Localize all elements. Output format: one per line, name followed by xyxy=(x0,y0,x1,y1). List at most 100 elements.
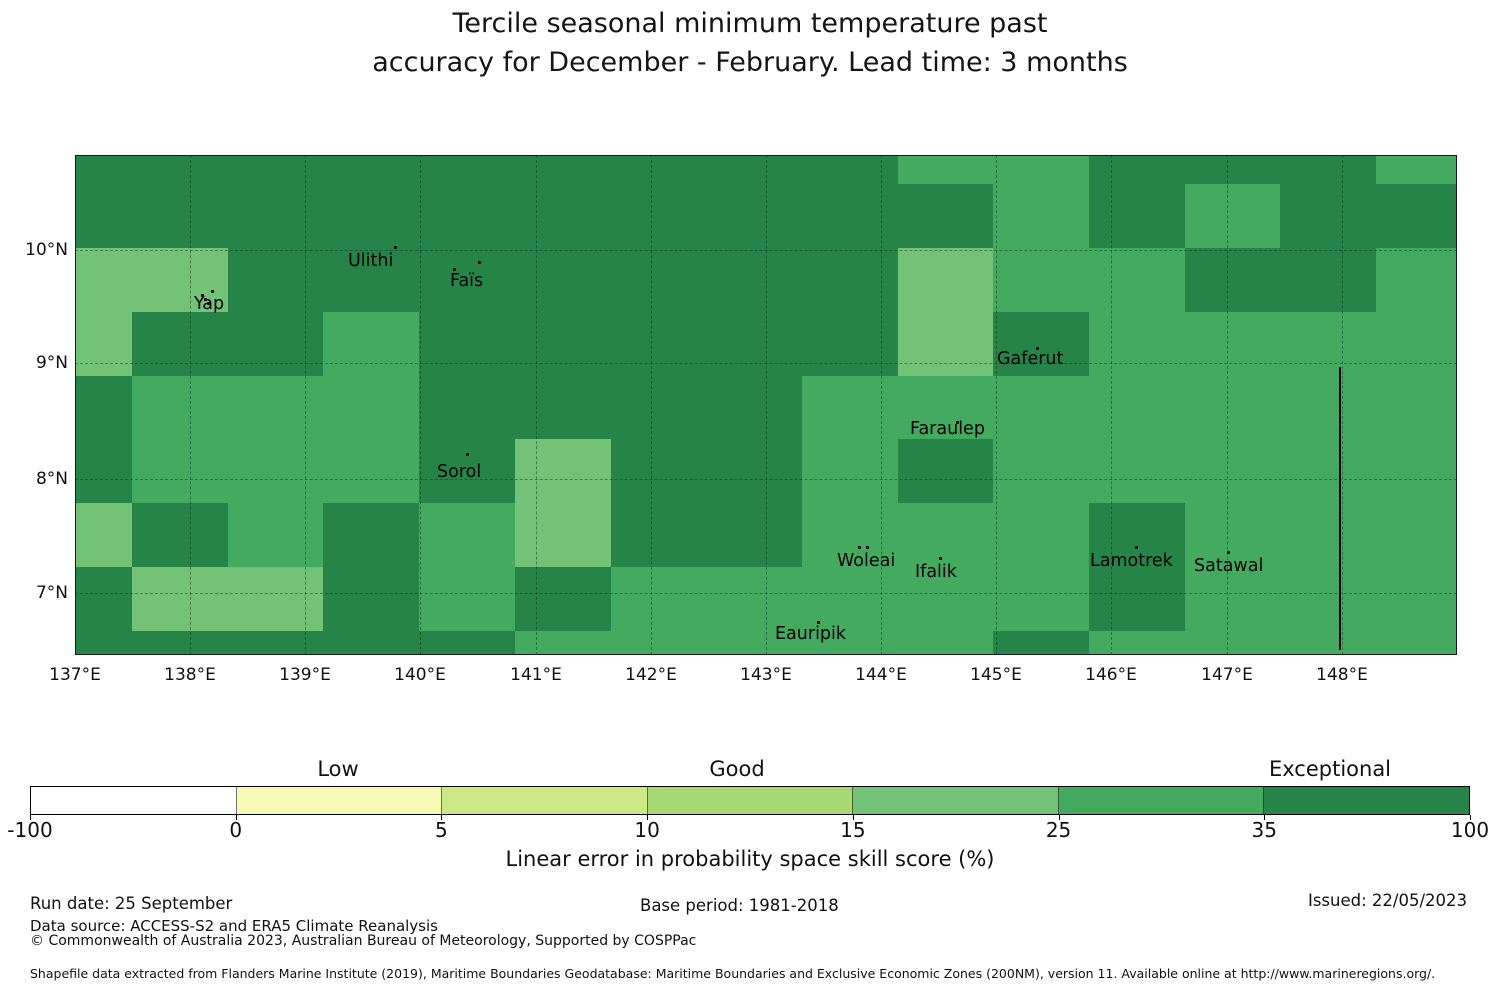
graticule-meridian xyxy=(766,155,767,655)
map-cell xyxy=(1376,312,1457,376)
shapefile-attribution-text: Shapefile data extracted from Flanders M… xyxy=(30,966,1436,981)
map-cell xyxy=(706,155,802,184)
island-marker-dot xyxy=(478,261,481,264)
map-cell xyxy=(515,248,611,312)
map-cell xyxy=(75,567,132,631)
map-cell xyxy=(611,312,706,376)
map-cell xyxy=(611,184,706,248)
map-cell xyxy=(611,248,706,312)
colorbar-segment xyxy=(1058,787,1265,814)
x-tick-label: 142°E xyxy=(625,665,677,685)
colorbar-tick-mark xyxy=(1058,815,1060,820)
island-label: Ulithi xyxy=(348,251,394,271)
map-cell xyxy=(515,312,611,376)
map-cell xyxy=(515,503,611,567)
graticule-parallel xyxy=(75,479,1457,480)
map-cell xyxy=(993,439,1089,503)
map-cell xyxy=(228,567,323,631)
island-marker-dot xyxy=(453,268,456,271)
x-tick-label: 137°E xyxy=(49,665,101,685)
colorbar-tick-mark xyxy=(441,815,443,820)
map-cell xyxy=(611,376,706,439)
map-cell xyxy=(515,567,611,631)
map-cell xyxy=(802,567,898,631)
colorbar-tick-label: 25 xyxy=(1045,818,1072,842)
map-cell xyxy=(132,184,228,248)
colorbar-segment xyxy=(31,787,237,814)
map-cell xyxy=(419,376,515,439)
chart-title: Tercile seasonal minimum temperature pas… xyxy=(0,4,1500,82)
map-cell xyxy=(1185,631,1280,655)
map-cell xyxy=(993,312,1089,376)
map-cell xyxy=(132,631,228,655)
island-marker-dot xyxy=(211,290,214,293)
map-cell xyxy=(419,439,515,503)
data-source-text: Data source: ACCESS-S2 and ERA5 Climate … xyxy=(30,917,438,935)
map-cell xyxy=(323,376,419,439)
island-marker-dot xyxy=(858,546,861,549)
map-cell xyxy=(611,503,706,567)
island-marker-dot xyxy=(201,294,204,297)
x-tick-label: 141°E xyxy=(510,665,562,685)
map-cell xyxy=(1376,631,1457,655)
colorbar-tick-label: 5 xyxy=(435,818,448,842)
colorbar-tick-label: -100 xyxy=(7,818,53,842)
map-cell xyxy=(75,631,132,655)
map-cell xyxy=(323,155,419,184)
map-cell xyxy=(898,376,993,439)
map-cell xyxy=(323,184,419,248)
map-cell xyxy=(75,439,132,503)
map-cell xyxy=(1376,184,1457,248)
map-cell xyxy=(802,248,898,312)
map-cell xyxy=(228,184,323,248)
map-cell xyxy=(1185,567,1280,631)
map-cell xyxy=(802,376,898,439)
copyright-text: © Commonwealth of Australia 2023, Austra… xyxy=(30,933,697,949)
map-cell xyxy=(1089,439,1185,503)
map-cell xyxy=(1089,376,1185,439)
map-cell xyxy=(515,155,611,184)
map-cell xyxy=(515,631,611,655)
colorbar-segment xyxy=(647,787,854,814)
graticule-meridian xyxy=(1111,155,1112,655)
colorbar-tick-mark xyxy=(30,815,31,820)
map-cell xyxy=(323,567,419,631)
map-cell xyxy=(323,312,419,376)
island-label: Faïs xyxy=(450,271,484,291)
graticule-meridian xyxy=(996,155,997,655)
map-cell xyxy=(706,184,802,248)
chart-title-line1: Tercile seasonal minimum temperature pas… xyxy=(452,8,1048,39)
map-cell xyxy=(993,376,1089,439)
map-cell xyxy=(1185,248,1280,312)
chart-title-line2: accuracy for December - February. Lead t… xyxy=(372,47,1128,78)
map-cell xyxy=(611,631,706,655)
colorbar xyxy=(30,786,1470,815)
x-tick-label: 138°E xyxy=(164,665,216,685)
map-cell xyxy=(75,248,132,312)
map-cell xyxy=(419,631,515,655)
graticule-parallel xyxy=(75,593,1457,594)
map-cell xyxy=(706,631,802,655)
map-cell xyxy=(75,184,132,248)
map-cell xyxy=(898,439,993,503)
colorbar-segment xyxy=(1264,787,1470,814)
map-cell xyxy=(228,248,323,312)
map-cell xyxy=(1280,567,1376,631)
map-cell xyxy=(993,567,1089,631)
map-cell xyxy=(1185,312,1280,376)
map-cell xyxy=(1089,567,1185,631)
map-cell xyxy=(802,503,898,567)
map-cell xyxy=(1376,376,1457,439)
island-marker-dot xyxy=(939,557,942,560)
map-cell xyxy=(515,439,611,503)
eez-boundary-line xyxy=(1339,367,1341,650)
map-cell xyxy=(1280,503,1376,567)
map-cell xyxy=(706,439,802,503)
island-marker-dot xyxy=(204,298,207,301)
map-border xyxy=(75,155,1457,655)
map-cell xyxy=(75,503,132,567)
map-cell xyxy=(132,312,228,376)
graticule-meridian xyxy=(1342,155,1343,655)
graticule-meridian xyxy=(305,155,306,655)
map-cell xyxy=(1376,439,1457,503)
